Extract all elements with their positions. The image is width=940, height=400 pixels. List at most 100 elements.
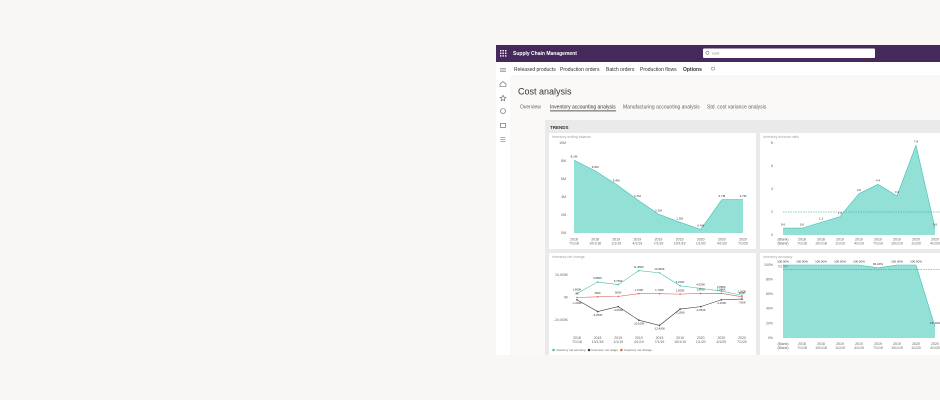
search-box[interactable] [703,48,875,59]
area [574,160,743,233]
point [638,292,640,295]
data-label: -5,150K [675,310,685,314]
chart-title: Inventory accuracy [763,255,793,259]
data-label: 2,880K [717,285,726,289]
point [679,285,681,287]
tab[interactable]: Inventory accounting analysis [550,104,616,110]
action-item[interactable]: Released products [514,67,556,73]
point [596,296,599,298]
point [638,319,640,322]
point [720,290,723,292]
point [741,294,743,297]
y-tick-label: 4M [561,195,566,199]
y-tick-label: 0% [768,336,773,340]
data-label: 96.20% [873,262,884,266]
x-tick-group: 2019 [676,336,684,340]
action-item[interactable]: Production orders [560,67,600,73]
data-label: 1,000K [738,289,747,293]
point [576,296,578,299]
tab[interactable]: Std. cost variance analysis [707,104,767,110]
x-tick-group: 2019 [855,342,863,346]
app-launcher[interactable] [500,50,507,57]
action-search[interactable] [711,66,715,71]
nav-recent[interactable] [500,108,506,114]
x-tick-label: 7/1/19 [873,241,883,245]
point [699,305,702,308]
data-label: 3.7M [719,194,726,198]
x-tick-group: 2018 [798,237,806,241]
point [679,293,681,295]
nav-home[interactable] [499,81,507,87]
action-item[interactable]: Options [683,67,702,73]
x-tick-label: 1/1/20 [696,241,706,245]
x-tick-label: 10/1/18 [815,241,827,245]
x-tick-group: 2019 [836,342,844,346]
x-tick-label: 4/1/20 [930,241,940,245]
x-tick-group: 2018 [594,336,602,340]
search-text: cost [712,51,720,56]
data-label: 1,800K [696,288,705,292]
x-tick-label: 4/1/20 [930,346,940,350]
data-label: 1,700K [655,288,664,292]
search-icon [705,50,710,55]
x-tick-group: 2019 [836,237,844,241]
data-label: -1,000K [717,301,727,305]
page-title: Cost analysis [518,86,572,96]
x-tick-group: 2018 [817,237,825,241]
x-tick-group: 2020 [738,336,746,340]
x-tick-group: 2019 [612,237,620,241]
x-tick-label: 1/1/20 [911,346,921,350]
x-tick-label: 1/1/19 [611,241,621,245]
data-label: 0.6 [781,222,786,226]
nav-workspaces[interactable] [500,123,506,128]
nav-modules[interactable] [500,137,506,142]
data-label: 100.00% [834,259,846,263]
x-tick-group: 2018 [591,237,599,241]
y-tick-label: 60% [766,292,773,296]
legend-marker [620,348,623,352]
data-label: -1,000K [572,301,582,305]
data-label: 0K [575,292,579,296]
data-label: 100.00% [815,259,827,263]
action-item[interactable]: Batch orders [606,67,635,73]
x-tick-group: 2019 [614,336,622,340]
y-tick-label: 80% [766,278,773,282]
data-label: 100.00% [910,259,922,263]
data-label: 1.6 [838,211,843,215]
data-label: 100.00% [853,259,865,263]
chart-panel: Inventory ending balance 0M 2M 4M 6M 8M 10M 201… [549,133,756,249]
data-label: 1.1 [819,217,824,221]
action-item[interactable]: Production flows [640,67,677,73]
data-label: 100.00% [777,259,789,263]
x-tick-group: 2018 [573,336,581,340]
tab[interactable]: Overview [520,104,541,110]
x-tick-label: 10/1/18 [592,340,604,344]
data-label: 1.2M [676,216,683,220]
y-tick-label: 4 [771,187,773,191]
x-tick-label: 7/1/18 [572,340,582,344]
point [638,269,640,272]
tab[interactable]: Manufacturing accounting analysis [623,104,700,110]
nav-favorites[interactable] [499,94,507,102]
x-tick-label: 7/1/18 [569,241,579,245]
nav-menu[interactable] [500,68,506,72]
chart-panel: Inventory accuracy 0% 20% 40% 60% 80% 100% (Bla… [760,253,940,355]
data-label: -10,100K [633,321,644,325]
y-tick-label: -10,000K [554,318,569,322]
x-tick-label: 4/1/20 [717,340,727,344]
x-tick-group: 2019 [874,342,882,346]
legend-label: Inventory net accruing [556,348,586,352]
data-label: 3.4 [895,190,900,194]
point [741,298,743,300]
data-label: 3.7M [634,194,641,198]
x-tick-group: 2020 [697,237,705,241]
x-tick-group: 2018 [798,342,806,346]
x-tick-label: 7/1/20 [738,241,748,245]
data-label: -12,400K [654,327,665,331]
x-tick-group: 2020 [912,237,920,241]
data-label: -4,050K [613,308,623,312]
point [658,272,661,274]
data-label: 100.00% [796,259,808,263]
